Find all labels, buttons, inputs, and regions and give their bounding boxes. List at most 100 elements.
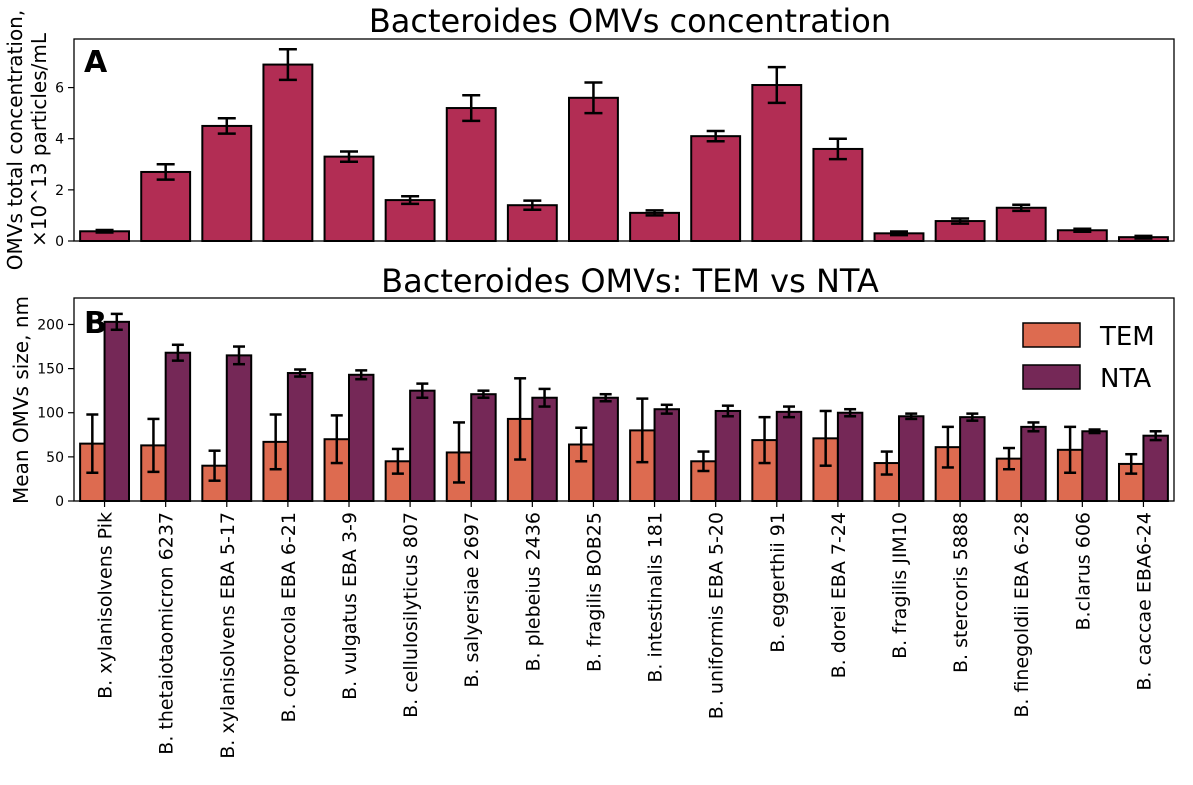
x-category-label: B. uniformis EBA 5-20 (706, 512, 728, 719)
panel-b-bar-nta (714, 409, 742, 502)
panel-b-ytick-label: 150 (37, 362, 64, 378)
panel-b-bar-nta (531, 396, 558, 502)
legend: TEM NTA (1022, 322, 1155, 394)
panel-a-frame (73, 38, 1175, 242)
panel-a-bar (140, 170, 192, 242)
panel-a-error-bar (767, 65, 786, 105)
panel-b-error-bar-nta (110, 312, 123, 332)
panel-a-letter: A (84, 45, 108, 80)
panel-b-bar-nta (225, 354, 253, 502)
panel-a-error-bar (523, 199, 542, 212)
panel-b-frame (73, 297, 1175, 502)
panel-b-error-bar-tem (819, 409, 832, 467)
panel-a-ytick-label: 0 (55, 234, 64, 250)
panel-b-title: Bacteroides OMVs: TEM vs NTA (381, 262, 879, 300)
x-category-label: B. dorei EBA 7-24 (828, 512, 850, 678)
panel-b-error-bar-nta (538, 387, 551, 408)
panel-b-bar-nta (286, 372, 314, 502)
panel-b-bar-nta (898, 415, 925, 502)
x-category-label: B. salyersiae 2697 (461, 512, 483, 688)
panel-a-error-bar (645, 209, 664, 217)
panel-b-ylabel: Mean OMVs size, nm (9, 296, 33, 504)
x-category-label: B. fragilis JIM10 (889, 512, 911, 659)
panel-a-error-bar (706, 129, 725, 143)
panel-b-letter: B (84, 306, 107, 341)
panel-b-error-bar-tem (697, 450, 710, 473)
panel-b-error-bar-tem (1125, 452, 1138, 475)
panel-a-bar (568, 96, 619, 243)
panel-b-error-bar-tem (1064, 425, 1077, 475)
x-category-label: B. thetaiotaomicron 6237 (156, 512, 178, 755)
panel-a-bar (445, 107, 497, 242)
panel-b-ytick-label: 100 (37, 406, 64, 422)
legend-label-nta: NTA (1100, 364, 1151, 394)
panel-b-bar-nta (1081, 430, 1108, 503)
x-category-label: B. xylanisolvens EBA 5-17 (217, 512, 239, 759)
panel-b-error-bar-tem (941, 425, 954, 469)
panel-b-error-bar-tem (880, 450, 893, 476)
panel-b-error-bar-nta (416, 382, 429, 399)
panel-b-bar-nta (836, 411, 864, 503)
panel-b-bar-nta (409, 389, 436, 503)
panel-b-error-bar-nta (599, 392, 612, 403)
panel-b-error-bar-tem (330, 414, 343, 465)
panel-a-ytick-label: 4 (55, 132, 64, 148)
panel-b-error-bar-nta (233, 345, 245, 366)
panel-b-error-bar-nta (294, 368, 307, 378)
panel-b-bar-nta (1020, 425, 1047, 502)
x-category-label: B. vulgatus EBA 3-9 (339, 512, 361, 700)
panel-b-ytick-label: 0 (55, 494, 64, 510)
panel-a-error-bar (156, 163, 175, 181)
panel-a-error-bar (828, 137, 847, 161)
panel-a-bar (751, 84, 803, 242)
panel-b-bar-nta (959, 416, 986, 502)
panel-b-error-bar-tem (1003, 446, 1015, 471)
x-axis-category-labels: B. xylanisolvens Pik B. thetaiotaomicron … (95, 512, 1156, 759)
panel-a-bar (262, 63, 314, 242)
panel-b-bar-nta (470, 393, 497, 502)
legend-swatch-nta (1022, 364, 1081, 390)
panel-a-ylabel-line1: OMVs total concentration, (3, 10, 27, 270)
panel-b-bar-nta (592, 396, 619, 502)
panel-a-error-bar (1012, 203, 1031, 213)
panel-a-error-bar (951, 217, 970, 225)
x-category-label: B. intestinalis 181 (645, 512, 667, 683)
panel-b-bar-nta (164, 351, 192, 502)
panel-a-bar (201, 124, 253, 242)
panel-a-error-bar (278, 47, 297, 82)
panel-b-error-bar-tem (453, 421, 465, 484)
panel-a-error-bar (890, 230, 908, 237)
x-category-label: B. fragilis BOB25 (583, 512, 605, 672)
panel-b-error-bar-nta (905, 412, 918, 421)
panel-b-error-bar-nta (721, 404, 734, 418)
panel-b-error-bar-nta (660, 403, 673, 415)
panel-b-error-bar-tem (208, 449, 221, 482)
panel-b-error-bar-nta (844, 407, 857, 418)
x-category-label: B. cellulosilyticus 807 (400, 512, 422, 718)
panel-b-bar-nta (653, 408, 680, 503)
panel-b-error-bar-nta (1088, 428, 1101, 435)
panel-a-title: Bacteroides OMVs concentration (369, 2, 891, 40)
panel-b-error-bar-nta (171, 343, 184, 362)
panel-b-error-bar-nta (1149, 430, 1162, 442)
panel-a-bar (995, 206, 1047, 242)
panel-a-ytick-label: 2 (55, 183, 64, 199)
x-category-label: B. coprocola EBA 6-21 (278, 512, 300, 723)
panel-b-bar-nta (1142, 434, 1169, 502)
panel-a-error-bar (1073, 227, 1092, 234)
x-category-label: B. eggerthii 91 (767, 512, 789, 653)
panel-a-ylabel-line2: ×10^13 particles/mL (27, 32, 51, 247)
panel-a-bar (629, 211, 680, 242)
panel-a-ytick-label: 6 (55, 81, 64, 97)
panel-a-bar (690, 135, 742, 242)
x-category-label: B.clarus 606 (1072, 512, 1094, 631)
panel-b-error-bar-tem (269, 413, 282, 471)
panel-b-ytick-label: 200 (37, 317, 64, 333)
panel-a: Bacteroides OMVs concentration A OMVs to… (3, 2, 1175, 270)
panel-b-bars (79, 312, 1169, 507)
panel-a-yaxis: 0 2 4 6 (55, 81, 74, 250)
panel-a-bar (323, 155, 375, 242)
panel-a-bars (79, 47, 1169, 243)
panel-b-error-bar-nta (477, 389, 490, 399)
